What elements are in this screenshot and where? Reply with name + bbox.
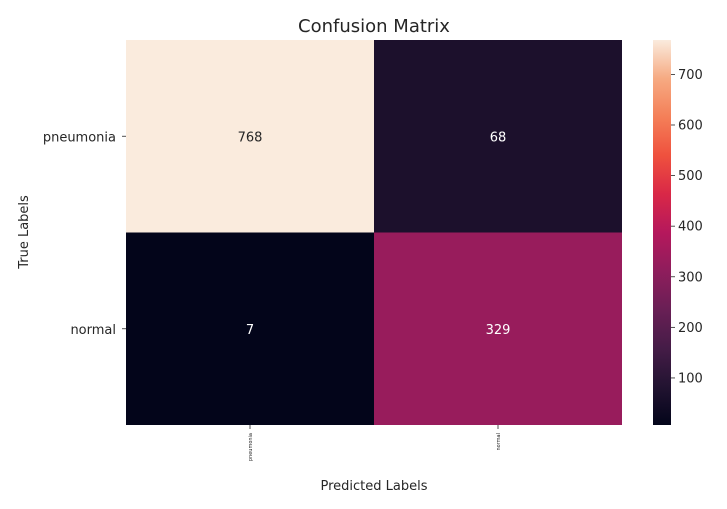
y-tick-labels: pneumonia normal [43,130,126,338]
colorbar-tick-label: 300 [678,270,703,285]
heatmap-cell [374,40,622,233]
colorbar-tick-label: 600 [678,118,703,133]
x-tick-label: pneumonia [248,433,254,461]
x-axis-label: Predicted Labels [320,479,427,494]
colorbar-tick-label: 100 [678,371,703,386]
cell-value-label: 329 [486,323,511,338]
heatmap-cell [126,40,374,233]
colorbar-tick-label: 400 [678,220,703,235]
heatmap-cell [126,232,374,425]
cell-value-label: 68 [490,130,507,145]
y-tick-label: normal [70,323,116,338]
colorbar [653,40,671,425]
cell-value-label: 7 [246,323,254,338]
chart-title: Confusion Matrix [298,16,450,37]
colorbar-tick-label: 500 [678,169,703,184]
x-tick-labels: pneumonia normal [248,425,502,461]
cell-value-label: 768 [238,130,263,145]
colorbar-tick-label: 700 [678,68,703,83]
y-axis-label: True Labels [17,195,32,270]
y-tick-label: pneumonia [43,130,116,145]
x-tick-label: normal [496,433,502,451]
heatmap-cell [374,232,622,425]
cell-annotations: 768 68 7 329 [238,130,511,338]
colorbar-ticks: 100 200 300 400 500 600 700 [671,68,703,386]
heatmap-cells [126,40,622,425]
colorbar-tick-label: 200 [678,321,703,336]
